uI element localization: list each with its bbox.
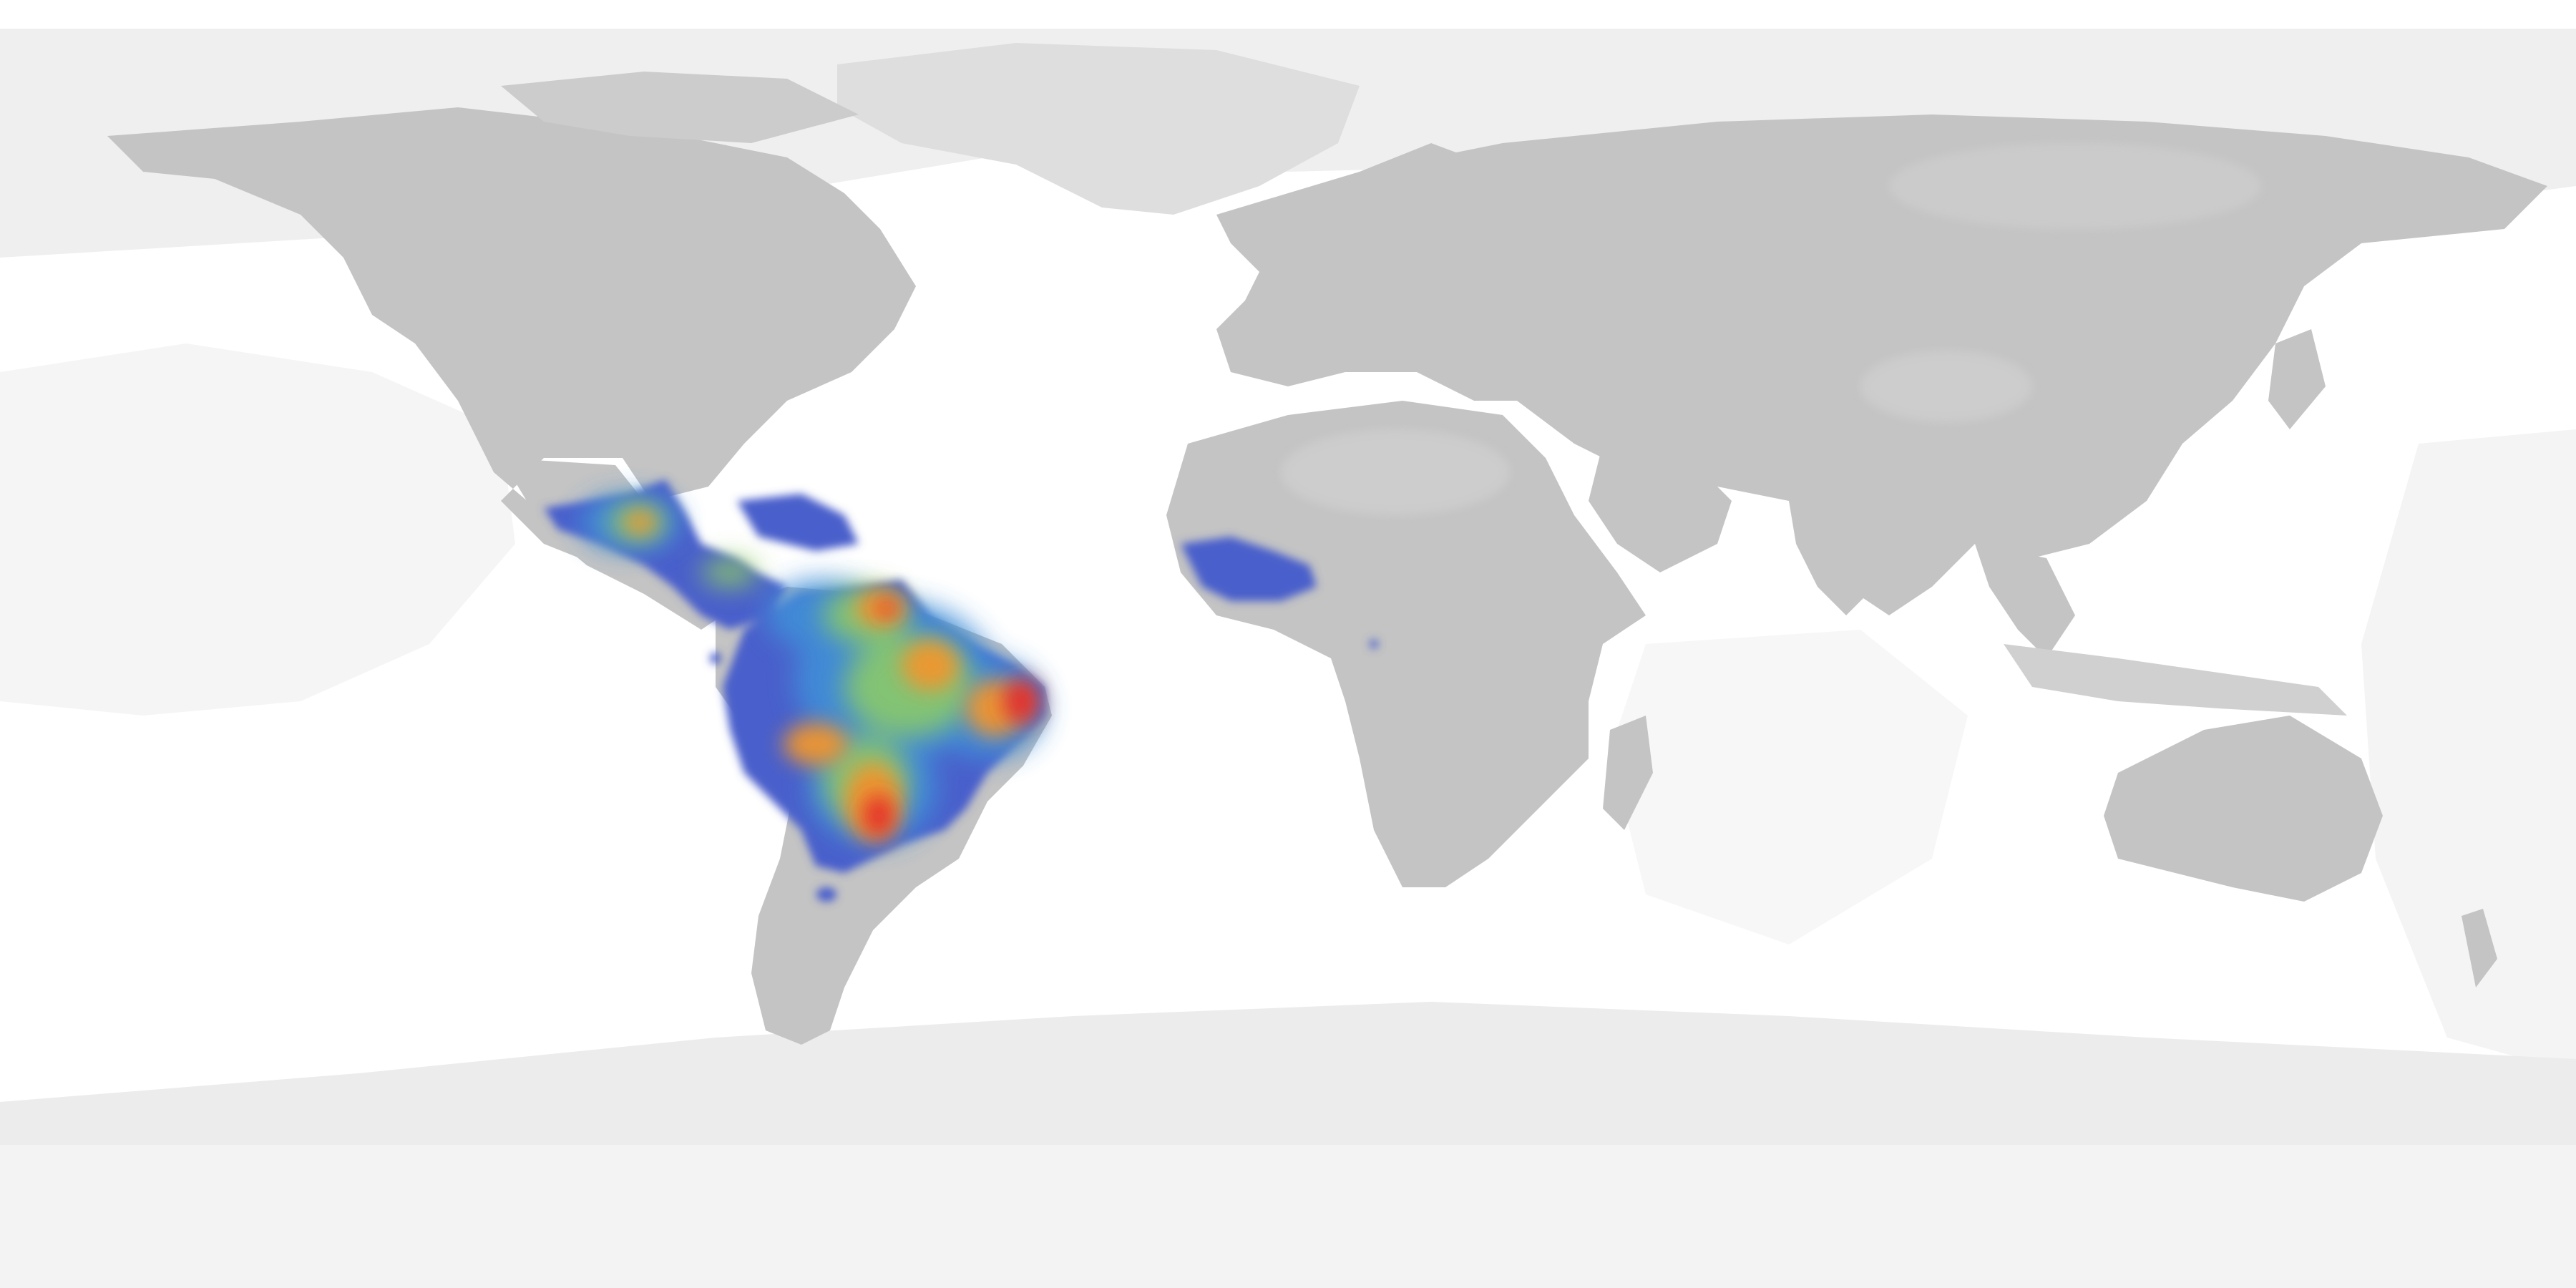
india	[1789, 501, 1903, 615]
heat-southern-outlier	[816, 887, 836, 902]
heat-caribbean	[737, 494, 859, 551]
tibet-sparse	[1860, 351, 2032, 422]
hotspot-parana	[863, 794, 894, 837]
africa	[1166, 401, 1646, 887]
japan	[2268, 329, 2326, 429]
antarctica	[0, 1145, 2576, 1288]
madagascar	[1603, 716, 1653, 830]
heat-orange-amazon-north	[902, 640, 959, 691]
greenland	[837, 43, 1360, 215]
heat-red	[863, 600, 1040, 837]
heatmap-layer	[544, 479, 1378, 902]
hotspot-amazon-north	[877, 600, 897, 617]
canadian-arctic-islands	[501, 72, 859, 143]
southeast-asia	[1975, 544, 2075, 658]
new-zealand	[2462, 909, 2497, 987]
sahara-sparse	[1281, 429, 1510, 515]
heat-orange-mexico	[625, 511, 656, 534]
heat-west-africa	[1181, 537, 1317, 601]
north-pacific-patch	[0, 343, 515, 716]
heat-galapagos-dot	[710, 653, 721, 664]
hotspot-recife	[1003, 678, 1040, 724]
south-pacific-patch	[2361, 429, 2576, 1073]
sparse-land-layer	[1281, 143, 2261, 515]
british-isles	[1259, 243, 1302, 315]
heat-orange-amazon-west	[784, 723, 848, 766]
north-america	[107, 107, 916, 601]
siberia-sparse	[1889, 143, 2261, 229]
indian-ocean-patch	[1610, 630, 1968, 945]
australia	[2104, 716, 2383, 902]
arabian-peninsula	[1589, 444, 1732, 572]
scandinavia	[1360, 143, 1488, 272]
heat-green-panama	[701, 558, 758, 587]
indonesia	[2004, 644, 2347, 716]
heat-gulf-guinea-dot	[1370, 640, 1378, 648]
